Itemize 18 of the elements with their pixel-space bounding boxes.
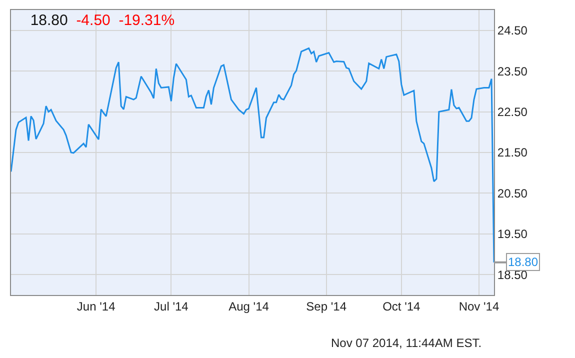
- y-tick-label: 20.50: [497, 186, 528, 200]
- y-tick-label: 23.50: [497, 64, 528, 78]
- y-tick-label: 19.50: [497, 227, 528, 242]
- x-tick-label: Jul '14: [154, 299, 189, 314]
- chart-subtitle: -4.50 -19.31%: [76, 12, 175, 29]
- x-tick-label: Sep '14: [306, 299, 347, 314]
- x-tick-label: Aug '14: [228, 299, 270, 314]
- text: Nov 07 2014, 11:44AM EST.: [331, 336, 482, 350]
- annotation: 18.80: [508, 255, 538, 269]
- chart-title: 18.80: [30, 12, 68, 29]
- line-series: [11, 48, 494, 264]
- x-tick-label: Nov '14: [458, 299, 500, 314]
- x-tick-label: Jun '14: [76, 299, 116, 314]
- x-tick-label: Oct '14: [382, 299, 421, 314]
- y-tick-label: 18.50: [497, 268, 528, 282]
- y-tick-label: 24.50: [497, 24, 528, 38]
- y-tick-label: 21.50: [497, 146, 528, 160]
- y-tick-label: 22.50: [497, 104, 528, 119]
